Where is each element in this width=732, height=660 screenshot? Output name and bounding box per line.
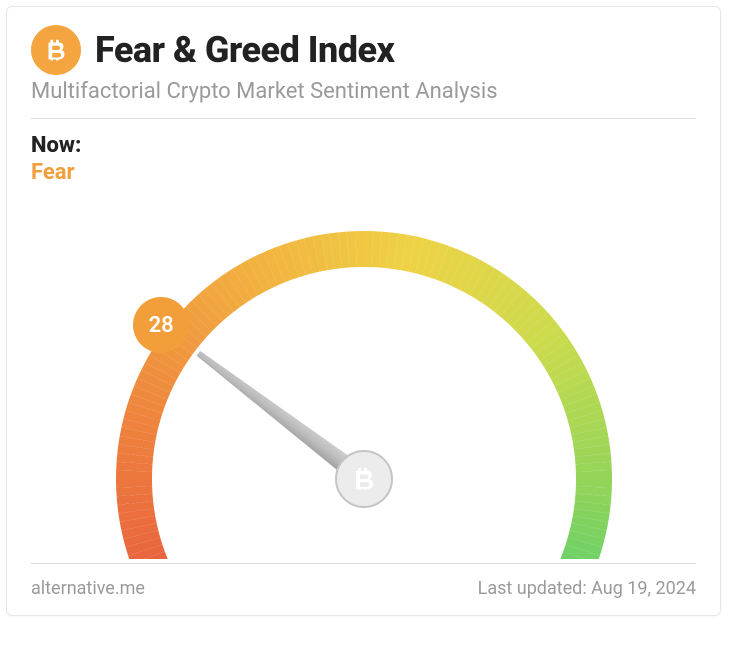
page-subtitle: Multifactorial Crypto Market Sentiment A… — [31, 79, 696, 104]
divider-bottom — [31, 563, 696, 564]
title-block: Fear & Greed Index — [95, 29, 394, 71]
gauge: 28 — [31, 189, 696, 549]
now-label: Now: — [31, 133, 696, 158]
card-footer: alternative.me Last updated: Aug 19, 202… — [31, 578, 696, 599]
footer-site: alternative.me — [31, 578, 145, 599]
sentiment-label: Fear — [31, 160, 696, 185]
footer-updated: Last updated: Aug 19, 2024 — [478, 578, 696, 599]
gauge-arc — [134, 249, 594, 559]
gauge-svg — [64, 189, 664, 559]
fear-greed-card: Fear & Greed Index Multifactorial Crypto… — [6, 6, 721, 616]
bitcoin-glyph — [41, 35, 71, 65]
page-title: Fear & Greed Index — [95, 29, 394, 71]
bitcoin-icon — [31, 25, 81, 75]
divider-top — [31, 118, 696, 119]
card-header: Fear & Greed Index — [31, 25, 696, 75]
gauge-value: 28 — [149, 313, 174, 338]
